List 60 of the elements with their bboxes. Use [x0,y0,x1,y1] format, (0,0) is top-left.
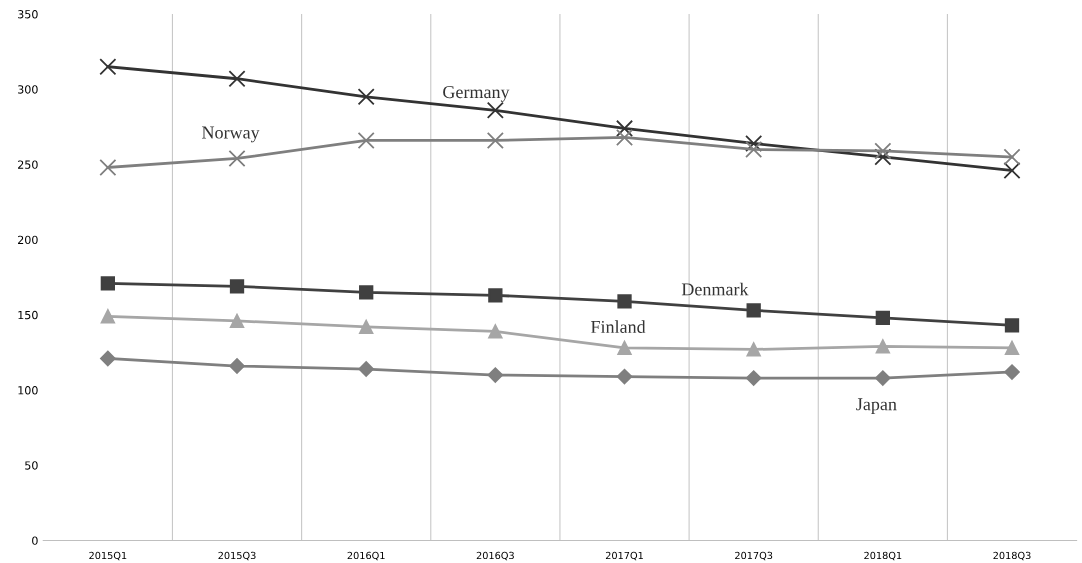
y-tick-label: 50 [25,461,38,470]
point [100,276,116,291]
point [358,361,374,377]
point [488,324,503,339]
point [229,279,245,294]
y-tick-label: 100 [18,386,38,395]
point [359,285,374,300]
point [488,288,503,303]
point [229,358,245,374]
x-tick-label: 2015Q1 [89,551,127,561]
x-tick-label: 2015Q3 [218,551,256,561]
series-label: Norway [202,126,260,143]
point [100,350,116,367]
y-tick-label: 150 [18,310,38,320]
point [746,342,761,357]
series-label: Japan [856,398,897,415]
point [875,370,891,386]
point [746,303,761,318]
point [229,313,245,329]
point [100,309,116,324]
x-tick-label: 2017Q3 [735,551,773,561]
point [1004,364,1020,380]
point [357,88,375,106]
point [745,370,762,386]
x-tick-label: 2016Q3 [476,551,514,561]
point [1004,318,1020,333]
point [359,319,374,335]
series-label: Denmark [681,282,749,296]
point [357,131,375,149]
series-label: Germany [443,86,510,102]
point [875,339,890,354]
point [1003,148,1021,166]
point [486,101,504,119]
point [99,158,117,177]
x-tick-label: 2018Q3 [993,551,1031,561]
point [875,310,890,326]
point [745,134,763,152]
point [874,142,892,160]
point [615,128,634,146]
x-tick-label: 2017Q1 [605,551,643,561]
y-tick-label: 350 [18,10,38,19]
point [745,140,763,158]
y-tick-label: 200 [18,235,38,245]
point [487,367,504,383]
y-tick-label: 0 [32,536,38,545]
point [616,368,633,385]
point [617,340,632,356]
y-tick-label: 250 [18,160,38,169]
x-tick-label: 2018Q1 [864,551,902,561]
point [486,131,504,149]
point [1004,340,1020,356]
point [99,58,117,76]
point [615,119,634,137]
x-tick-label: 2016Q1 [347,551,385,561]
point [1003,161,1021,180]
series-label: Finland [590,320,646,334]
point [228,149,246,168]
point [617,294,632,309]
point [228,70,246,88]
y-tick-label: 300 [18,85,38,94]
